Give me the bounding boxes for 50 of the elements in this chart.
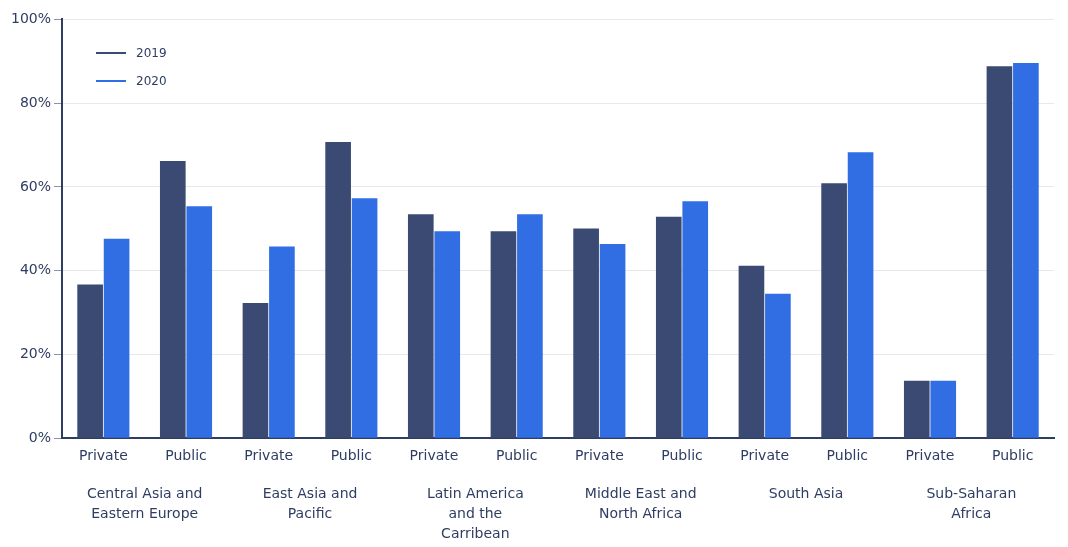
bar bbox=[351, 198, 378, 438]
y-tick-label: 60% bbox=[19, 177, 52, 194]
y-tick-label: 40% bbox=[19, 261, 52, 278]
bar bbox=[738, 265, 765, 438]
text: Middle East and North Africa bbox=[584, 484, 697, 521]
bar bbox=[103, 238, 130, 438]
bar bbox=[765, 293, 791, 438]
bar bbox=[903, 380, 930, 438]
bar bbox=[1013, 62, 1039, 438]
x-tick-label: Private bbox=[78, 447, 128, 464]
text: Central Asia and Eastern Europe bbox=[86, 484, 203, 521]
y-tick-label: 0% bbox=[28, 428, 52, 445]
bar bbox=[847, 152, 874, 438]
x-tick-label: Private bbox=[574, 447, 624, 464]
x-tick-label: Private bbox=[740, 447, 790, 464]
x-tick-label: Public bbox=[991, 447, 1034, 464]
bar bbox=[269, 246, 295, 438]
x-tick-label: Public bbox=[661, 447, 703, 464]
bar bbox=[77, 284, 103, 438]
legend-label: 2019 bbox=[136, 46, 167, 60]
bar bbox=[325, 142, 351, 438]
bar bbox=[159, 160, 186, 438]
bar bbox=[930, 380, 957, 438]
x-tick-label: Private bbox=[905, 447, 955, 464]
bar bbox=[517, 214, 543, 438]
x-tick-label: Private bbox=[409, 447, 459, 464]
text: Sub-Saharan Africa bbox=[926, 484, 1017, 521]
text: South Asia bbox=[768, 484, 844, 501]
bar bbox=[821, 183, 847, 438]
x-tick-label: Public bbox=[495, 447, 538, 464]
text: Latin America and the Carribean bbox=[426, 484, 524, 541]
bar bbox=[573, 228, 599, 438]
x-tick-label: Public bbox=[165, 447, 207, 464]
bar bbox=[186, 206, 213, 438]
bar bbox=[490, 231, 517, 438]
y-tick-label: 80% bbox=[19, 93, 52, 110]
bar bbox=[682, 201, 709, 438]
bar bbox=[986, 66, 1013, 438]
bar bbox=[599, 243, 626, 438]
y-tick-label: 20% bbox=[19, 345, 52, 362]
bar bbox=[655, 216, 682, 438]
y-tick-label: 100% bbox=[10, 10, 52, 27]
x-tick-label: Private bbox=[244, 447, 294, 464]
x-tick-label: Public bbox=[330, 447, 373, 464]
bar bbox=[242, 302, 269, 438]
legend-label: 2020 bbox=[136, 74, 167, 88]
bar bbox=[407, 214, 434, 438]
bar bbox=[434, 231, 461, 438]
x-tick-label: Public bbox=[826, 447, 869, 464]
text: East Asia and Pacific bbox=[262, 484, 358, 521]
